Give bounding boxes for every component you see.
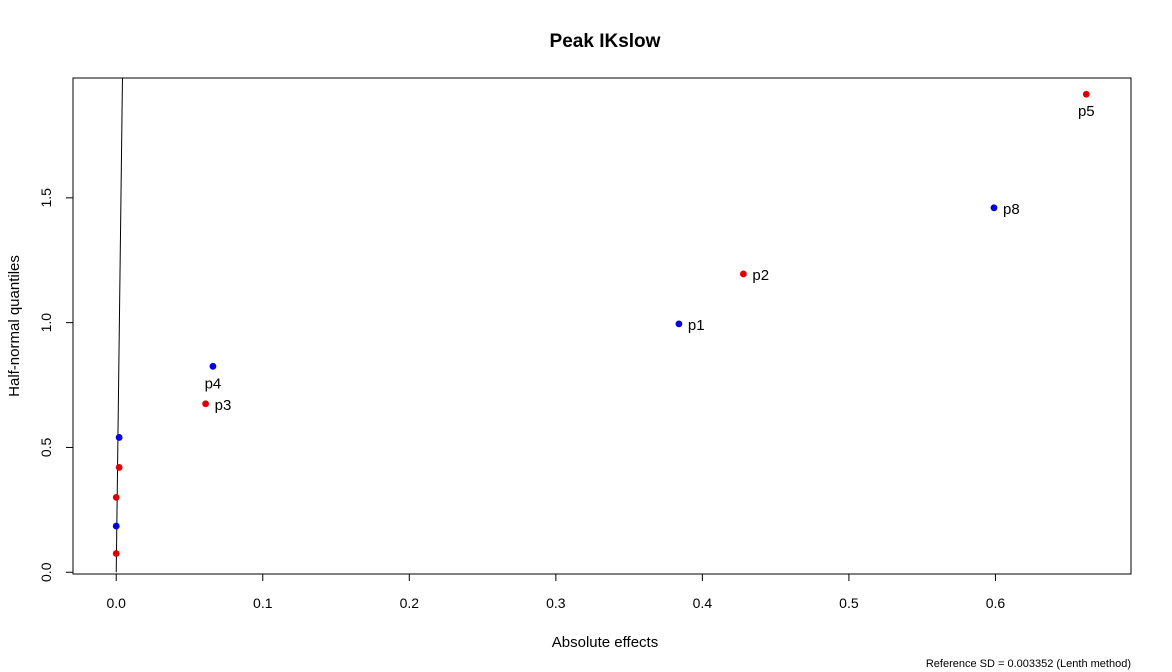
x-tick-label: 0.2 [400,595,420,611]
point-label-p5: p5 [1078,103,1095,120]
y-tick-label: 1.5 [38,188,54,208]
point-label-p3: p3 [215,397,232,414]
reference-line-group [115,77,123,573]
point-red [112,550,120,557]
x-tick-label: 0.0 [106,595,126,611]
point-blue [115,434,123,441]
point-label-p1: p1 [688,317,705,334]
x-tick-label: 0.4 [693,595,713,611]
x-tick-label: 0.1 [253,595,273,611]
y-tick-label: 0.5 [38,437,54,457]
point-red [115,464,123,471]
y-tick-label: 1.0 [38,313,54,333]
point-blue [112,522,120,530]
plot-frame [72,77,1132,575]
chart-title: Peak IKslow [550,31,661,52]
x-axis: 0.0 0.1 0.2 0.3 0.4 0.5 0.6 [106,573,1006,611]
point-red [1082,90,1090,98]
y-axis-label: Half-normal quantiles [6,255,23,397]
y-tick-label: 0.0 [38,562,54,582]
y-axis: 0.0 0.5 1.0 1.5 [38,188,74,582]
x-tick-label: 0.5 [839,595,859,611]
point-red [202,400,210,408]
point-blue [990,204,998,212]
x-axis-label: Absolute effects [552,634,658,651]
point-red [740,270,747,278]
x-tick-label: 0.6 [986,595,1006,611]
reference-sd-note: Reference SD = 0.003352 (Lenth method) [926,658,1131,670]
point-blue [209,362,217,370]
point-label-p2: p2 [752,267,769,284]
reference-line [115,77,123,573]
data-points [112,90,1090,557]
point-red [112,493,120,501]
point-labels: p3 p4 p1 p2 p8 p5 [205,103,1095,414]
point-blue [675,320,683,328]
point-label-p8: p8 [1003,201,1020,218]
point-label-p4: p4 [205,375,222,392]
x-tick-label: 0.3 [546,595,566,611]
